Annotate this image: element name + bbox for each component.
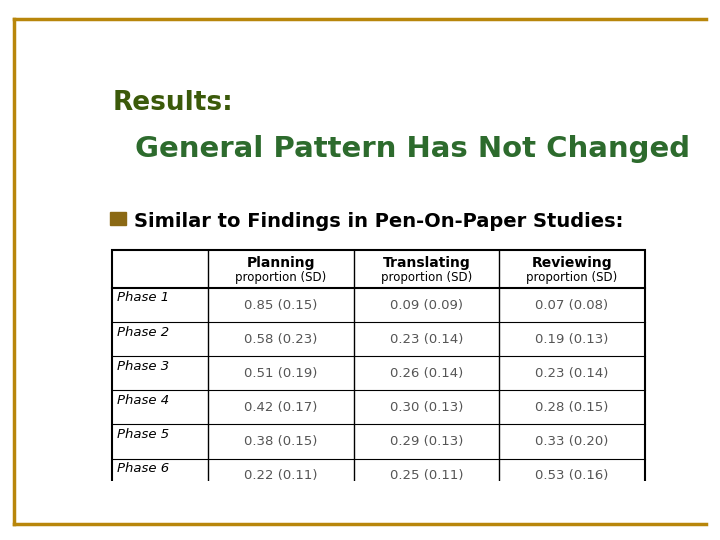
Text: Phase 1: Phase 1 <box>117 292 169 305</box>
Bar <box>109 212 126 225</box>
Text: 0.58 (0.23): 0.58 (0.23) <box>244 333 318 346</box>
Text: 0.23 (0.14): 0.23 (0.14) <box>535 367 608 380</box>
Text: General Pattern Has Not Changed: General Pattern Has Not Changed <box>135 136 690 164</box>
Text: 0.09 (0.09): 0.09 (0.09) <box>390 299 463 312</box>
Text: 0.22 (0.11): 0.22 (0.11) <box>244 469 318 482</box>
Text: 0.29 (0.13): 0.29 (0.13) <box>390 435 463 448</box>
Text: Phase 5: Phase 5 <box>117 428 169 441</box>
Text: 0.25 (0.11): 0.25 (0.11) <box>390 469 463 482</box>
Text: proportion (SD): proportion (SD) <box>526 271 618 284</box>
Text: U: U <box>647 484 674 517</box>
Text: Phase 3: Phase 3 <box>117 360 169 373</box>
Text: Phase 2: Phase 2 <box>117 326 169 339</box>
Text: 0.07 (0.08): 0.07 (0.08) <box>536 299 608 312</box>
Text: 0.38 (0.15): 0.38 (0.15) <box>244 435 318 448</box>
Text: 0.33 (0.20): 0.33 (0.20) <box>535 435 608 448</box>
Text: Reviewing: Reviewing <box>531 256 612 270</box>
Text: Similar to Findings in Pen-On-Paper Studies:: Similar to Findings in Pen-On-Paper Stud… <box>133 212 623 232</box>
Text: proportion (SD): proportion (SD) <box>235 271 327 284</box>
Text: proportion (SD): proportion (SD) <box>381 271 472 284</box>
Text: Planning: Planning <box>247 256 315 270</box>
Text: 0.85 (0.15): 0.85 (0.15) <box>244 299 318 312</box>
Text: 0.23 (0.14): 0.23 (0.14) <box>390 333 463 346</box>
Text: 0.28 (0.15): 0.28 (0.15) <box>535 401 608 414</box>
Text: Phase 4: Phase 4 <box>117 394 169 407</box>
Text: 0.42 (0.17): 0.42 (0.17) <box>244 401 318 414</box>
Text: 0.53 (0.16): 0.53 (0.16) <box>535 469 608 482</box>
Text: 0.51 (0.19): 0.51 (0.19) <box>244 367 318 380</box>
Text: 0.30 (0.13): 0.30 (0.13) <box>390 401 463 414</box>
Bar <box>112 250 645 492</box>
Text: Results:: Results: <box>112 90 233 116</box>
Text: Phase 6: Phase 6 <box>117 462 169 475</box>
Text: 0.19 (0.13): 0.19 (0.13) <box>535 333 608 346</box>
Text: 0.26 (0.14): 0.26 (0.14) <box>390 367 463 380</box>
Text: Translating: Translating <box>382 256 470 270</box>
